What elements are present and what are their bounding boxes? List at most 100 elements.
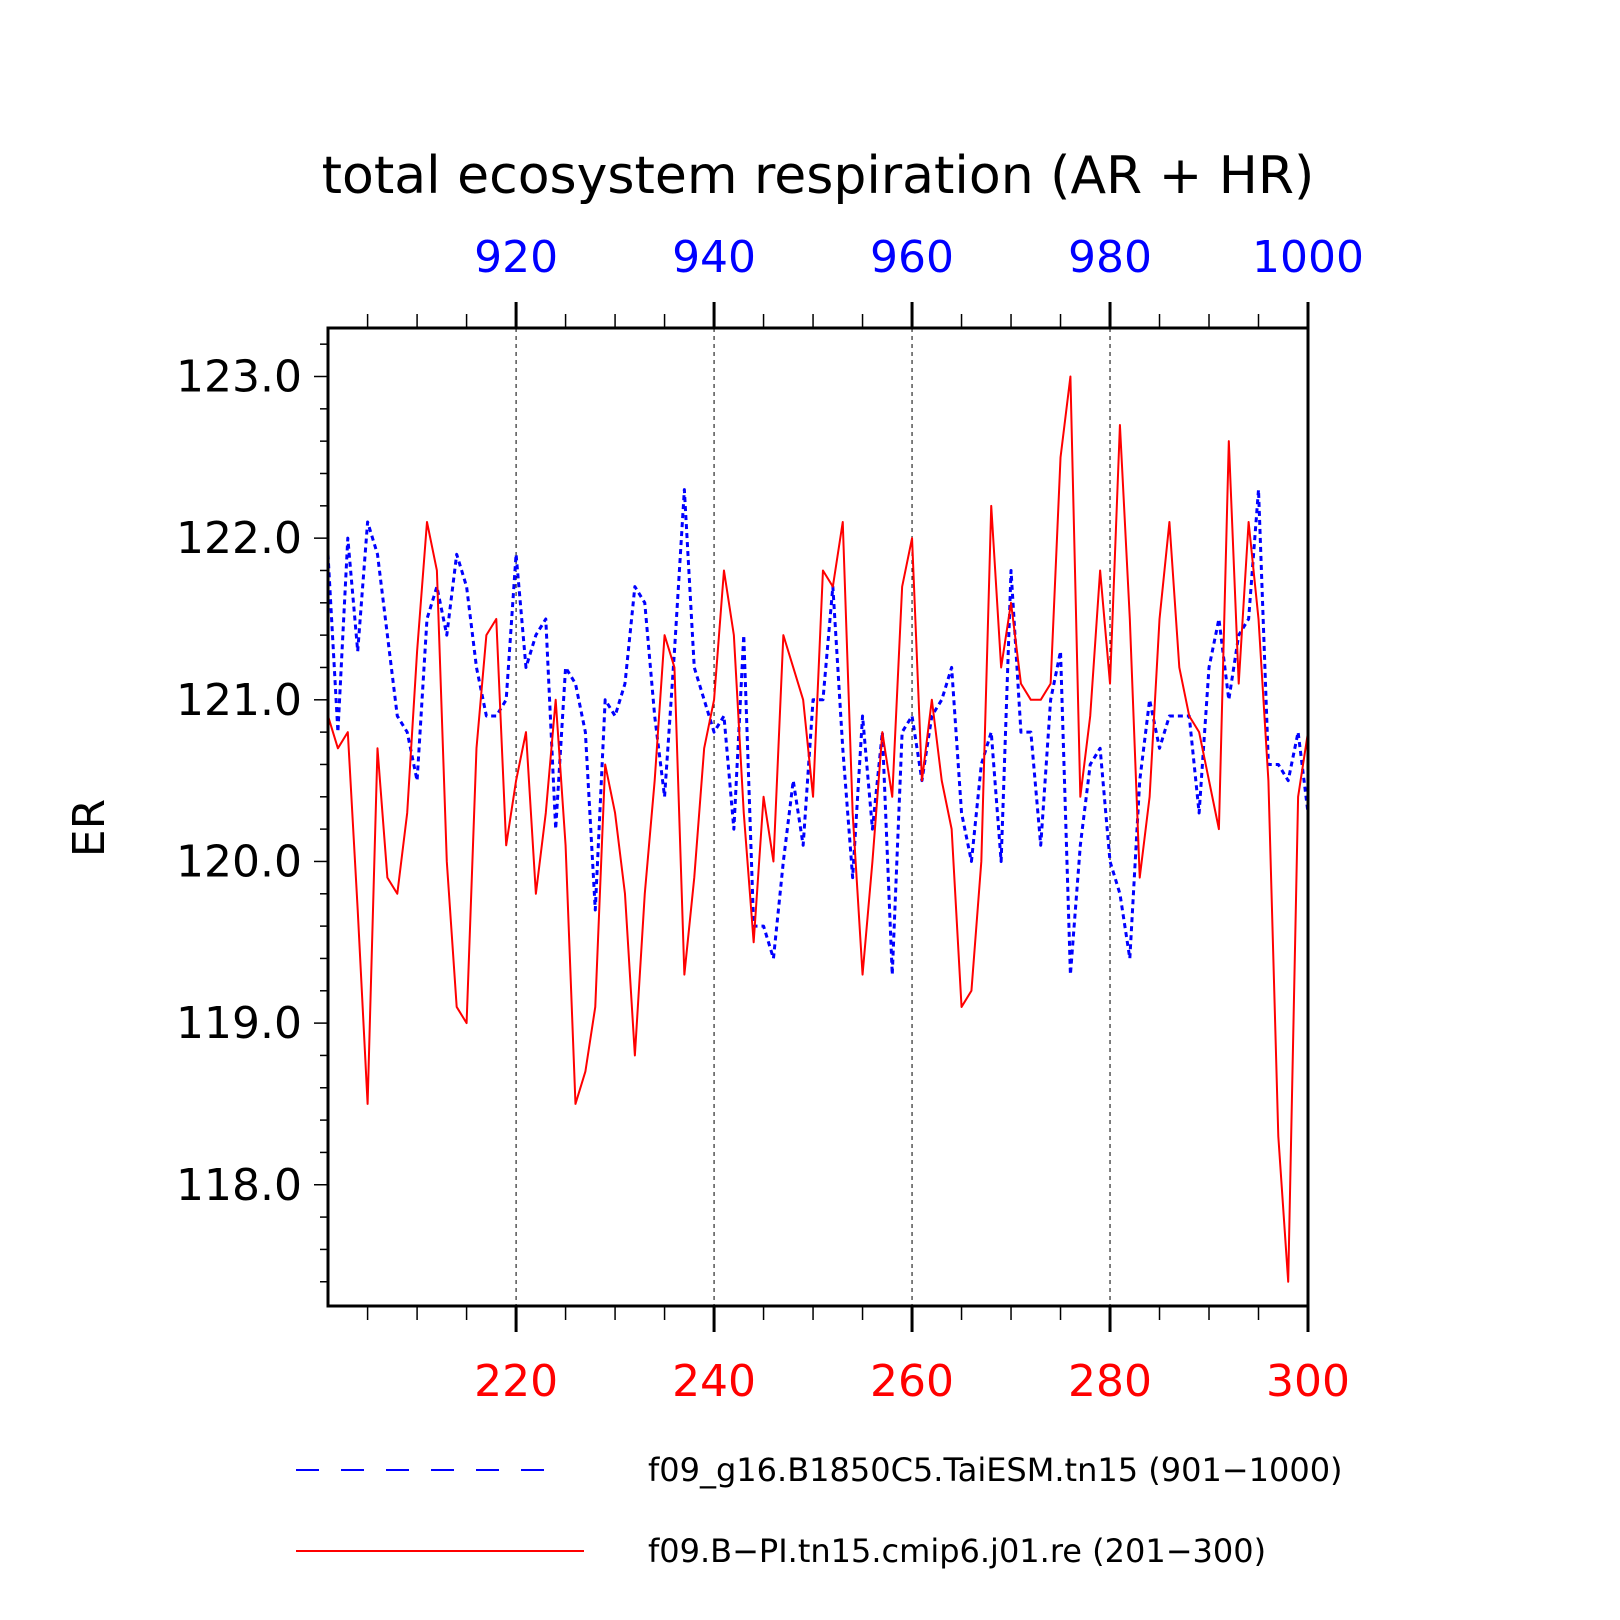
series-1-point — [703, 698, 706, 701]
series-2-point — [703, 747, 706, 750]
series-2-point — [366, 1102, 369, 1105]
series-1-point — [1118, 892, 1121, 895]
y-tick-label: 123.0 — [176, 351, 302, 402]
top-x-axis-ticks: 920 940 960 980 1000 — [366, 232, 1364, 328]
series-1-point — [1208, 666, 1211, 669]
series-1-point — [851, 876, 854, 879]
series-2-point — [445, 860, 448, 863]
series-1-point — [1089, 763, 1092, 766]
series-1-point — [1000, 860, 1003, 863]
series-1-point — [406, 731, 409, 734]
series-1-point — [742, 634, 745, 637]
legend: f09_g16.B1850C5.TaiESM.tn15 (901−1000) f… — [296, 1451, 1343, 1570]
series-1-point — [713, 731, 716, 734]
series-2-point — [1247, 520, 1250, 523]
series-2-point — [604, 763, 607, 766]
series-2-point — [970, 989, 973, 992]
top-x-tick-label: 980 — [1068, 232, 1152, 283]
series-1-point — [663, 795, 666, 798]
series-2-point — [911, 537, 914, 540]
series-1-point — [693, 666, 696, 669]
series-1-point — [1109, 860, 1112, 863]
series-1-point — [772, 957, 775, 960]
series-2-point — [722, 569, 725, 572]
series-2-point — [673, 666, 676, 669]
series-1-point — [643, 601, 646, 604]
series-2-point — [881, 731, 884, 734]
series-2-point — [772, 860, 775, 863]
series-1-point — [1178, 714, 1181, 717]
legend-label-series-1: f09_g16.B1850C5.TaiESM.tn15 (901−1000) — [648, 1451, 1343, 1489]
series-1-point — [891, 973, 894, 976]
series-1-point — [1148, 698, 1151, 701]
series-2-point — [416, 650, 419, 653]
series-2-point — [802, 698, 805, 701]
series-1-point — [1049, 698, 1052, 701]
series-2-point — [653, 779, 656, 782]
series-1-point — [336, 731, 339, 734]
series-2-point — [623, 892, 626, 895]
series-1-point — [802, 844, 805, 847]
series-1-point — [396, 714, 399, 717]
series-2-point — [336, 747, 339, 750]
series-1-point — [386, 634, 389, 637]
series-1-point — [1297, 731, 1300, 734]
series-2-point — [742, 811, 745, 814]
series-1-point — [485, 714, 488, 717]
series-1-point — [1217, 617, 1220, 620]
series-1-point — [604, 698, 607, 701]
series-2-point — [574, 1102, 577, 1105]
series-1-point — [1287, 779, 1290, 782]
series-2-point — [861, 973, 864, 976]
series-2-point — [435, 569, 438, 572]
series-1-point — [1079, 844, 1082, 847]
series-1-point — [1247, 617, 1250, 620]
bottom-x-tick-label: 300 — [1266, 1356, 1350, 1407]
series-line-2 — [328, 375, 1308, 1283]
series-1-point — [1277, 763, 1280, 766]
series-1-point — [346, 537, 349, 540]
series-1-point — [574, 682, 577, 685]
series-2-point — [1089, 714, 1092, 717]
series-2-point — [1198, 731, 1201, 734]
series-1-point — [1168, 714, 1171, 717]
series-2-point — [505, 844, 508, 847]
bottom-x-tick-label: 240 — [672, 1356, 756, 1407]
series-2-point — [960, 1005, 963, 1008]
series-1-point — [970, 860, 973, 863]
series-2-point — [871, 860, 874, 863]
series-1-point — [465, 585, 468, 588]
series-2-point — [1039, 698, 1042, 701]
series-2-point — [356, 908, 359, 911]
series-2-point — [1049, 682, 1052, 685]
series-2-point — [782, 634, 785, 637]
series-1-point — [1158, 747, 1161, 750]
series-1-point — [416, 779, 419, 782]
series-2-point — [732, 634, 735, 637]
series-1-point — [861, 714, 864, 717]
series-1-point — [515, 553, 518, 556]
series-2-point — [851, 811, 854, 814]
bottom-x-axis-ticks: 220 240 260 280 300 — [366, 1306, 1350, 1407]
series-1-point — [524, 666, 527, 669]
series-2-point — [475, 747, 478, 750]
series-1-point — [732, 828, 735, 831]
series-2-point — [1208, 779, 1211, 782]
series-2-point — [891, 795, 894, 798]
series-2-point — [485, 634, 488, 637]
series-1-point — [901, 731, 904, 734]
series-2-point — [683, 973, 686, 976]
series-2-point — [495, 617, 498, 620]
series-2-point — [1029, 698, 1032, 701]
bottom-x-tick-label: 220 — [474, 1356, 558, 1407]
y-tick-label: 119.0 — [176, 998, 302, 1049]
series-2-point — [1158, 617, 1161, 620]
series-1-point — [1138, 779, 1141, 782]
series-2-point — [950, 828, 953, 831]
series-2-point — [633, 1054, 636, 1057]
series-2-point — [930, 698, 933, 701]
series-2-point — [643, 892, 646, 895]
series-2-point — [713, 698, 716, 701]
series-1-point — [762, 925, 765, 928]
